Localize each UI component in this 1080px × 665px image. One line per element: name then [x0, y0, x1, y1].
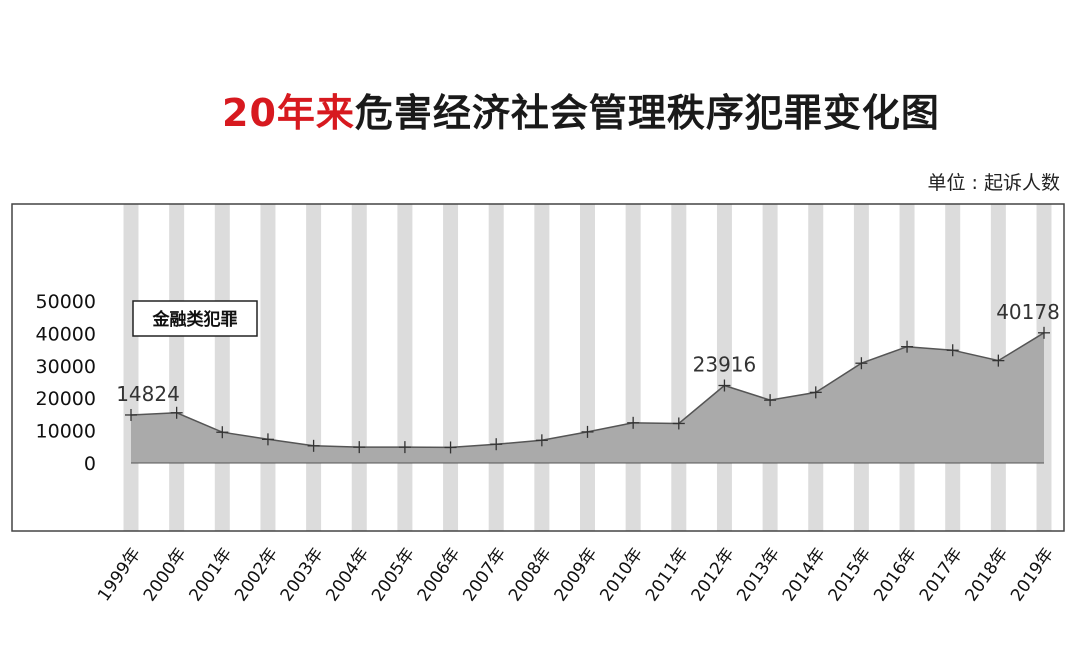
x-tick-label: 1999年 — [94, 544, 145, 605]
y-tick-label: 40000 — [36, 323, 96, 345]
x-tick-label: 2015年 — [825, 544, 876, 605]
unit-label: 单位 : 起诉人数 — [927, 172, 1060, 194]
year-stripe — [671, 204, 687, 531]
x-tick-label: 2001年 — [185, 544, 236, 605]
x-tick-label: 2002年 — [231, 544, 282, 605]
x-tick-label: 2000年 — [140, 544, 191, 605]
data-point-marker — [444, 441, 457, 454]
legend-box — [132, 300, 258, 337]
y-tick-label: 50000 — [36, 291, 96, 313]
year-stripe — [443, 204, 459, 531]
chart-title: 20年来危害经济社会管理秩序犯罪变化图 — [222, 82, 940, 137]
year-stripe — [306, 204, 322, 531]
x-tick-label: 2014年 — [779, 544, 830, 605]
x-tick-label: 2006年 — [414, 544, 465, 605]
plot-frame — [11, 203, 1065, 532]
data-point-marker — [855, 357, 868, 370]
year-stripe — [351, 204, 367, 531]
x-tick-label: 2007年 — [459, 544, 510, 605]
year-stripe — [488, 204, 504, 531]
year-stripe — [214, 204, 230, 531]
x-tick-label: 2010年 — [596, 544, 647, 605]
year-stripe — [260, 204, 276, 531]
y-tick-label: 20000 — [36, 388, 96, 410]
year-stripe — [625, 204, 641, 531]
data-point-marker — [809, 386, 822, 399]
chart-title-highlight: 20年来 — [222, 91, 355, 135]
legend: 金融类犯罪 — [132, 300, 258, 337]
x-tick-label: 2013年 — [733, 544, 784, 605]
data-point-marker — [946, 344, 959, 357]
year-stripe — [580, 204, 595, 531]
data-point-marker — [398, 441, 411, 454]
data-point-marker — [170, 406, 183, 419]
x-tick-label: 2012年 — [688, 544, 739, 605]
data-value-label: 14824 — [116, 382, 180, 406]
x-tick-label: 2017年 — [916, 544, 967, 605]
legend-label: 金融类犯罪 — [152, 309, 238, 330]
data-point-marker — [581, 425, 594, 438]
x-tick-label: 2009年 — [551, 544, 602, 605]
area-layer — [125, 326, 1050, 464]
data-point-marker — [672, 417, 685, 430]
y-tick-label: 30000 — [36, 356, 96, 378]
x-axis: 1999年2000年2001年2002年2003年2004年2005年2006年… — [94, 544, 1058, 605]
x-tick-label: 2019年 — [1007, 544, 1058, 605]
data-point-marker — [353, 441, 366, 454]
data-point-marker — [490, 438, 503, 451]
data-point-marker — [764, 394, 777, 407]
year-stripe — [169, 204, 185, 531]
y-tick-label: 10000 — [36, 421, 96, 443]
data-value-label: 23916 — [693, 353, 757, 377]
year-stripe — [534, 204, 550, 531]
data-point-marker — [718, 379, 731, 392]
data-point-marker — [261, 433, 274, 446]
year-stripe — [808, 204, 824, 531]
x-tick-label: 2003年 — [277, 544, 328, 605]
x-tick-label: 2008年 — [505, 544, 556, 605]
data-labels: 14824 23916 40178 — [116, 300, 1060, 406]
x-tick-label: 2004年 — [322, 544, 373, 605]
y-tick-label: 0 — [84, 453, 96, 475]
data-point-marker — [125, 408, 137, 421]
year-stripe — [397, 204, 413, 531]
data-point-marker — [627, 416, 640, 429]
x-tick-label: 2011年 — [642, 544, 693, 605]
data-point-marker — [992, 354, 1005, 367]
x-tick-label: 2005年 — [368, 544, 419, 605]
chart-title-rest: 危害经济社会管理秩序犯罪变化图 — [354, 91, 940, 135]
year-stripe — [123, 204, 139, 531]
data-point-marker — [216, 426, 229, 439]
x-tick-label: 2016年 — [870, 544, 921, 605]
x-tick-label: 2018年 — [961, 544, 1012, 605]
series-area — [131, 332, 1044, 463]
data-point-marker — [901, 340, 914, 353]
data-point-marker — [1038, 326, 1050, 339]
y-axis: 0 10000 20000 30000 40000 50000 — [36, 291, 96, 475]
data-value-label: 40178 — [996, 300, 1060, 324]
data-point-marker — [307, 439, 320, 452]
year-stripe — [762, 204, 778, 531]
data-point-marker — [535, 434, 548, 447]
